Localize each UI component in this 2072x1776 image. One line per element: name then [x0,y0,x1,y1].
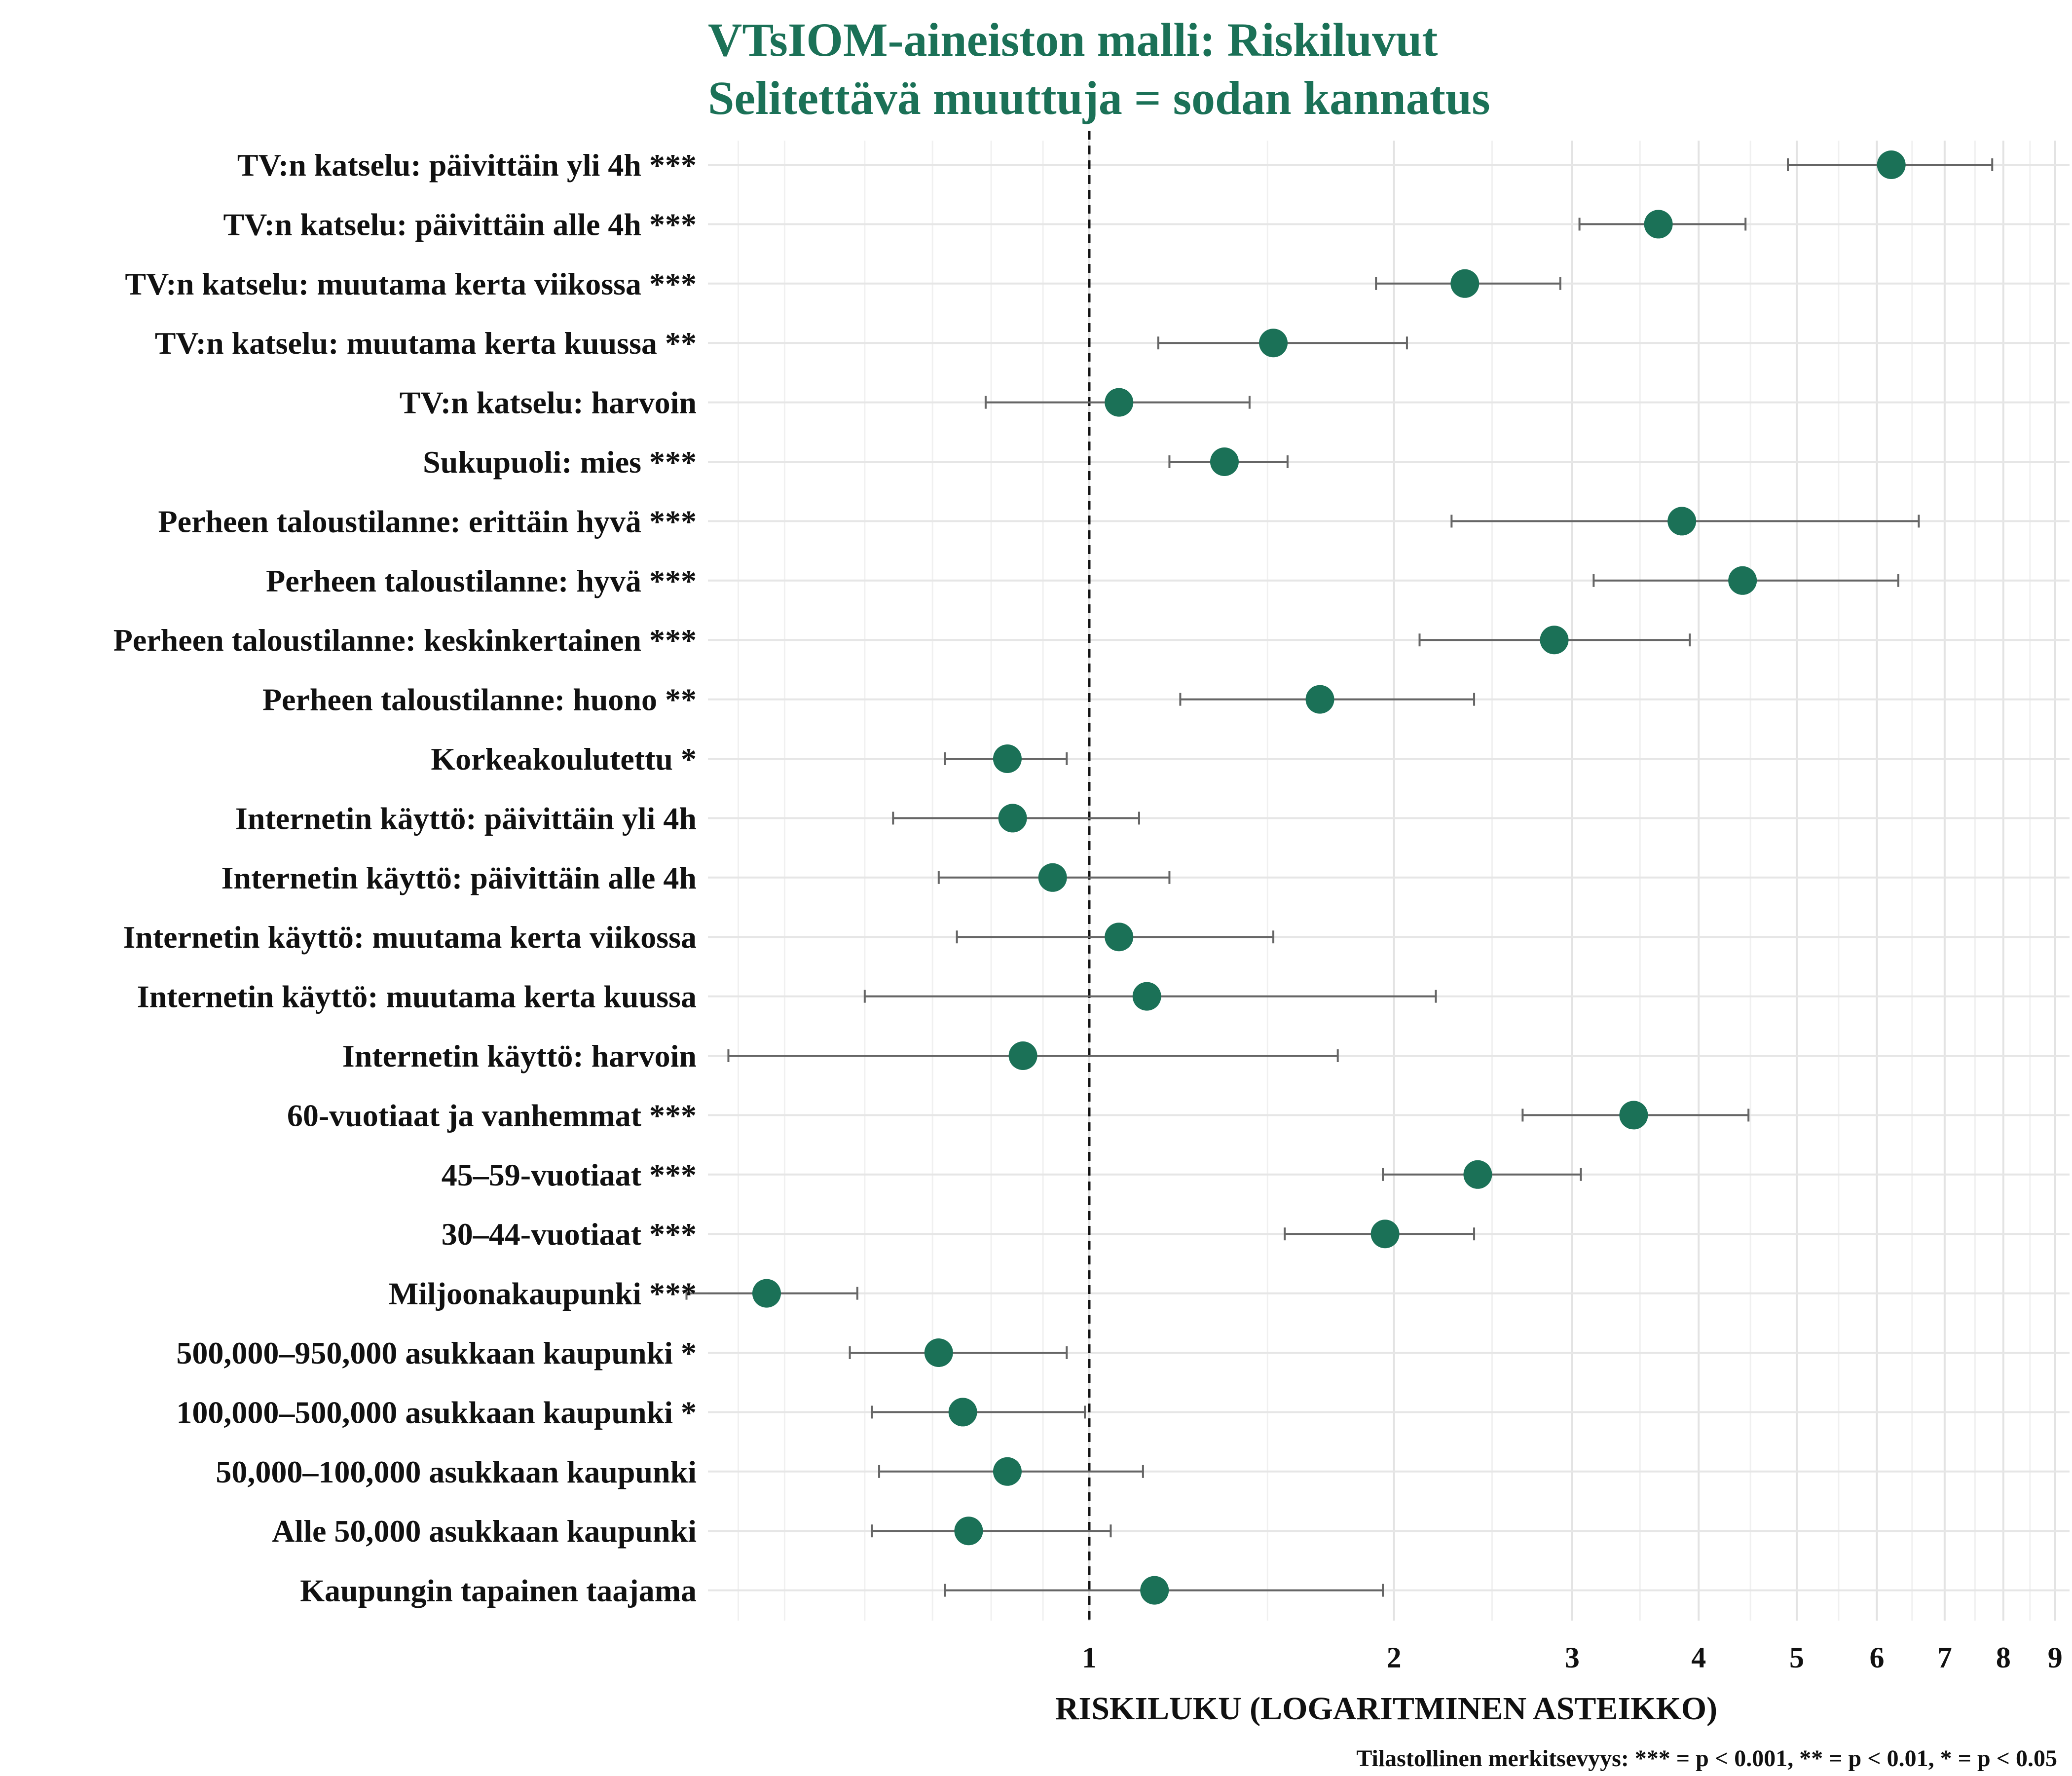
x-tick-label: 2 [1387,1641,1402,1674]
category-label: Internetin käyttö: muutama kerta kuussa [137,979,697,1014]
category-label: Perheen taloustilanne: erittäin hyvä *** [158,504,697,539]
category-label: TV:n katselu: muutama kerta kuussa ** [155,326,697,361]
category-label: Internetin käyttö: muutama kerta viikoss… [123,920,697,955]
chart-title: VTsIOM-aineiston malli: Riskiluvut [708,13,1438,66]
chart-subtitle: Selitettävä muuttuja = sodan kannatus [708,72,1490,124]
x-tick-label: 3 [1565,1641,1580,1674]
category-label: 100,000–500,000 asukkaan kaupunki * [176,1395,697,1430]
estimate-point [1210,447,1239,476]
x-tick-label: 6 [1869,1641,1884,1674]
category-label: Sukupuoli: mies *** [423,444,697,480]
estimate-point [993,744,1022,773]
estimate-point [1463,1160,1492,1189]
significance-caption: Tilastollinen merkitsevyys: *** = p < 0.… [1356,1745,2057,1772]
estimate-point [993,1457,1022,1486]
x-axis-label: RISKILUKU (LOGARITMINEN ASTEIKKO) [1055,1691,1717,1727]
category-label: Kaupungin tapainen taajama [300,1573,697,1608]
estimate-point [998,804,1027,833]
estimate-point [1105,923,1134,952]
x-tick-label: 4 [1691,1641,1706,1674]
category-label: Perheen taloustilanne: keskinkertainen *… [113,623,697,658]
estimate-point [1305,685,1334,714]
estimate-point [1644,210,1673,239]
chart-title-block: VTsIOM-aineiston malli: Riskiluvut Selit… [708,11,1490,127]
category-label: 500,000–950,000 asukkaan kaupunki * [176,1335,697,1370]
x-axis-ticks: 1 2 3 4 5 6 7 8 9 [1082,1641,2063,1674]
category-label: Internetin käyttö: päivittäin yli 4h [235,801,697,836]
estimate-point [1728,566,1757,595]
estimate-point [948,1398,977,1427]
estimate-point [1038,863,1067,892]
estimate-point [1105,388,1134,417]
category-label: Internetin käyttö: päivittäin alle 4h [221,860,697,895]
category-label: 60-vuotiaat ja vanhemmat *** [287,1098,697,1133]
x-tick-label: 5 [1789,1641,1804,1674]
estimate-point [752,1279,781,1308]
estimate-point [924,1338,953,1367]
category-labels: TV:n katselu: päivittäin yli 4h *** TV:n … [113,148,697,1608]
x-tick-label: 7 [1937,1641,1952,1674]
category-label: Perheen taloustilanne: hyvä *** [266,563,697,598]
category-label: Korkeakoulutettu * [431,741,697,777]
grid-lines [708,141,2070,1621]
estimate-point [1667,507,1697,536]
estimate-point [1008,1041,1037,1070]
category-label: TV:n katselu: harvoin [400,385,697,420]
category-label: Miljoonakaupunki *** [389,1276,697,1311]
category-label: Internetin käyttö: harvoin [342,1038,697,1073]
estimate-point [1619,1101,1648,1130]
category-label: 50,000–100,000 asukkaan kaupunki [216,1454,697,1489]
estimate-point [1540,626,1569,655]
category-label: Alle 50,000 asukkaan kaupunki [272,1514,697,1549]
x-tick-label: 9 [2048,1641,2063,1674]
category-label: TV:n katselu: muutama kerta viikossa *** [125,266,697,301]
x-tick-label: 8 [1996,1641,2011,1674]
category-label: TV:n katselu: päivittäin alle 4h *** [223,207,697,242]
x-tick-label: 1 [1082,1641,1097,1674]
category-label: Perheen taloustilanne: huono ** [262,682,697,717]
category-label: TV:n katselu: päivittäin yli 4h *** [237,148,697,183]
estimate-point [1450,269,1480,298]
estimate-point [1259,329,1288,358]
estimate-point [1877,150,1906,179]
category-label: 30–44-vuotiaat *** [442,1217,697,1252]
estimate-point [1370,1220,1400,1249]
estimate-point [1132,982,1161,1011]
estimate-points [752,150,1906,1605]
estimate-point [1140,1576,1169,1605]
category-label: 45–59-vuotiaat *** [442,1157,697,1192]
estimate-point [954,1517,983,1546]
